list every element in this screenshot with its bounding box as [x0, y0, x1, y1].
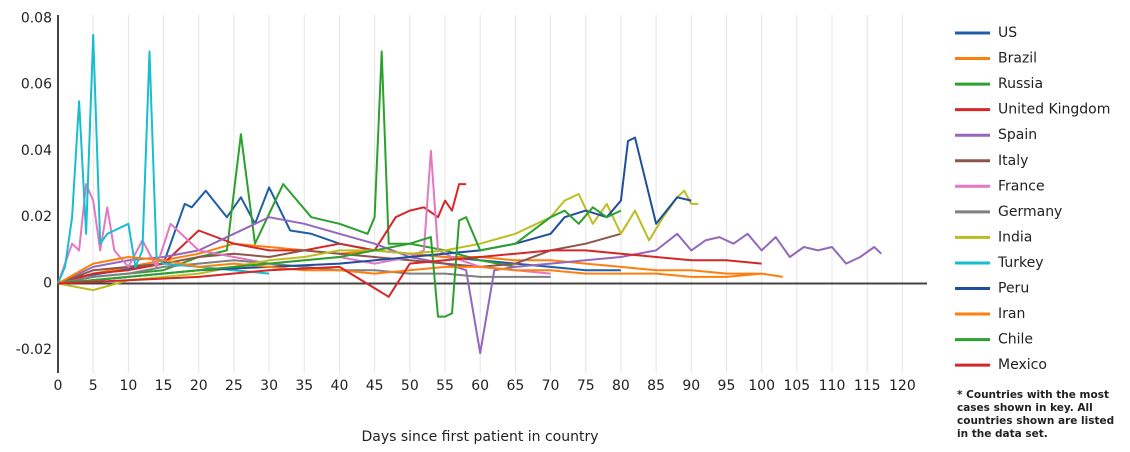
- legend-label: France: [998, 178, 1045, 194]
- legend-label: Brazil: [998, 51, 1037, 67]
- x-tick-label: 20: [190, 378, 208, 394]
- footnote: cases shown in key. All: [957, 402, 1093, 414]
- x-tick-label: 25: [225, 378, 243, 394]
- series-line: [57, 216, 882, 355]
- x-tick-label: 45: [366, 378, 384, 394]
- series-line: [57, 259, 551, 285]
- x-tick-label: 90: [682, 378, 700, 394]
- y-tick-label: 0.02: [21, 209, 52, 225]
- x-tick-label: 40: [331, 378, 349, 394]
- legend-label: US: [998, 25, 1017, 41]
- legend-label: Mexico: [998, 357, 1047, 373]
- x-tick-label: 30: [260, 378, 278, 394]
- series-line: [57, 206, 622, 318]
- x-tick-label: 60: [471, 378, 489, 394]
- series-line: [57, 136, 692, 285]
- y-tick-label: 0: [43, 276, 52, 292]
- x-tick-label: 50: [401, 378, 419, 394]
- y-tick-label: 0.04: [21, 143, 52, 159]
- x-tick-label: 105: [783, 378, 810, 394]
- series-line: [57, 249, 762, 298]
- x-tick-label: 5: [89, 378, 98, 394]
- x-tick-label: 75: [577, 378, 595, 394]
- footnote: * Countries with the most: [957, 389, 1109, 401]
- x-axis-label: Days since first patient in country: [361, 429, 598, 445]
- series-line: [57, 232, 622, 285]
- series-line: [57, 189, 699, 292]
- x-tick-label: 10: [119, 378, 137, 394]
- y-tick-label: -0.02: [16, 342, 52, 358]
- legend-label: Peru: [998, 281, 1029, 297]
- x-tick-label: 110: [819, 378, 846, 394]
- legend-label: Russia: [998, 76, 1043, 92]
- x-tick-label: 0: [54, 378, 63, 394]
- x-tick-label: 85: [647, 378, 665, 394]
- y-tick-label: 0.08: [21, 10, 52, 26]
- x-tick-label: 80: [612, 378, 630, 394]
- footnote: in the data set.: [957, 428, 1048, 440]
- legend-label: Turkey: [997, 255, 1044, 271]
- legend-label: Germany: [998, 204, 1062, 220]
- series-line: [57, 33, 270, 284]
- y-tick-label: 0.06: [21, 77, 52, 93]
- legend-label: Chile: [998, 332, 1033, 348]
- series-line: [57, 256, 783, 285]
- footnote: countries shown are listed: [957, 415, 1114, 427]
- legend-label: United Kingdom: [998, 102, 1110, 118]
- x-tick-label: 115: [854, 378, 881, 394]
- x-tick-label: 100: [748, 378, 775, 394]
- x-tick-label: 35: [295, 378, 313, 394]
- legend-label: India: [998, 229, 1032, 245]
- x-tick-label: 55: [436, 378, 454, 394]
- series-line: [57, 149, 551, 284]
- x-tick-label: 95: [718, 378, 736, 394]
- x-tick-label: 120: [889, 378, 916, 394]
- legend-label: Iran: [998, 306, 1025, 322]
- legend-label: Spain: [998, 127, 1037, 143]
- x-tick-label: 15: [155, 378, 173, 394]
- legend-label: Italy: [998, 153, 1028, 169]
- x-tick-label: 70: [542, 378, 560, 394]
- x-tick-label: 65: [506, 378, 524, 394]
